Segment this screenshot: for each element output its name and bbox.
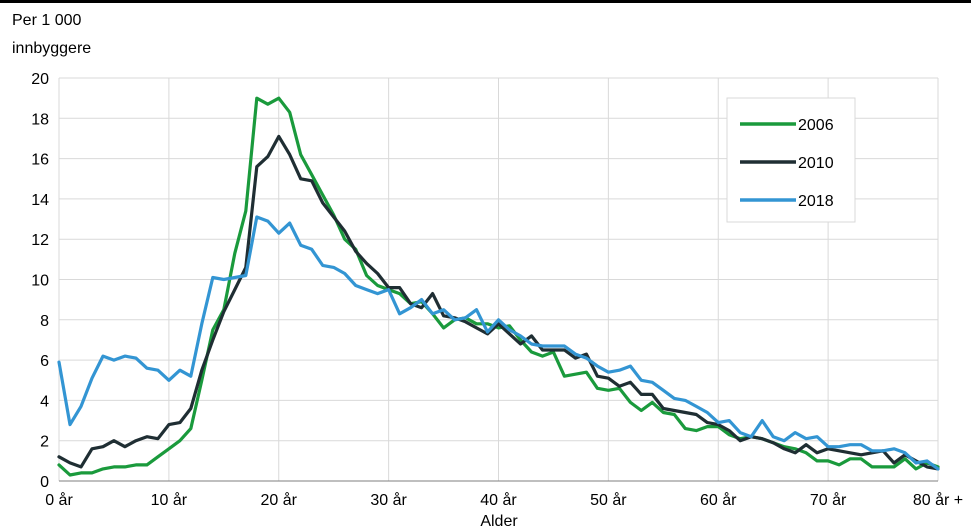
y-tick-label: 10 [31,273,49,290]
series-line-2010 [57,134,940,471]
x-tick-label: 70 år [810,491,847,509]
x-tick-labels: 0 år 10 år 20 år 30 år 40 år 50 år 60 år 70 år 8… [45,491,963,509]
x-tick-label: 40 år [480,491,517,509]
y-tick-label: 18 [31,111,49,128]
x-tick-label: 0 år [45,491,73,509]
y-tick-label: 0 [40,474,49,491]
y-tick-label: 6 [40,353,49,370]
series-line-2018 [57,215,940,471]
y-tick-label: 4 [40,393,49,410]
x-tick-label: 80 år + [913,491,963,509]
series-lines [57,96,940,477]
x-tick-label: 20 år [261,491,298,509]
x-axis-label: Alder [480,513,518,530]
x-tick-label: 10 år [151,491,188,509]
x-tick-label: 60 år [700,491,737,509]
y-tick-label: 2 [40,434,49,451]
y-axis-label-line-2: innbyggere [12,40,91,57]
y-tick-labels: 0 2 4 6 8 10 12 14 16 18 20 [31,71,49,491]
x-tick-label: 50 år [590,491,627,509]
legend: 2006 2010 2018 [726,97,856,223]
y-tick-label: 12 [31,232,49,249]
y-tick-label: 14 [31,192,49,209]
legend-label-2010: 2010 [798,155,834,172]
x-tick-label: 30 år [370,491,407,509]
legend-box [726,97,856,223]
top-rule [0,0,971,3]
y-tick-label: 16 [31,152,49,169]
y-axis-label-line-1: Per 1 000 [12,12,81,29]
y-tick-label: 8 [40,313,49,330]
y-tick-label: 20 [31,71,49,88]
legend-label-2018: 2018 [798,193,834,210]
legend-label-2006: 2006 [798,117,834,134]
